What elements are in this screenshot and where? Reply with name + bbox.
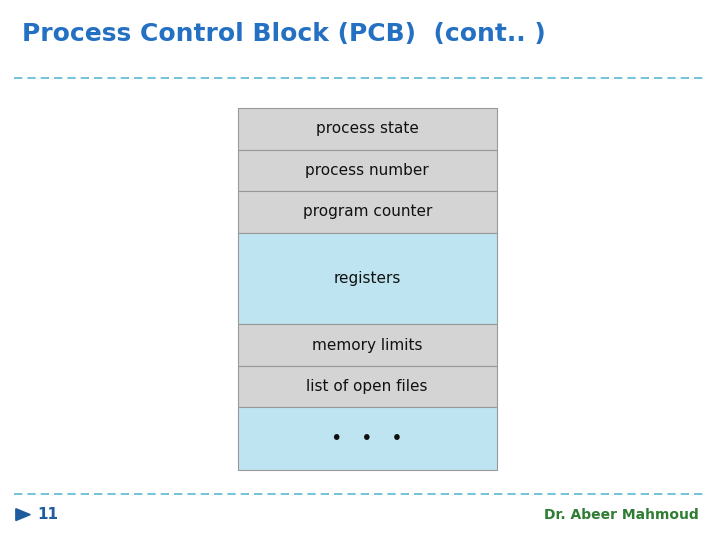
Text: process state: process state (316, 122, 418, 136)
Bar (238, 191, 497, 233)
Bar (238, 324, 497, 366)
Text: 11: 11 (37, 507, 58, 522)
Bar (238, 366, 497, 407)
Text: process number: process number (305, 163, 429, 178)
Text: registers: registers (333, 271, 401, 286)
Text: Process Control Block (PCB)  (cont.. ): Process Control Block (PCB) (cont.. ) (22, 22, 545, 45)
Text: program counter: program counter (302, 205, 432, 219)
Text: memory limits: memory limits (312, 338, 423, 353)
Bar (238, 108, 497, 150)
Text: list of open files: list of open files (307, 379, 428, 394)
Polygon shape (16, 509, 30, 521)
Text: Dr. Abeer Mahmoud: Dr. Abeer Mahmoud (544, 508, 698, 522)
Bar (238, 407, 497, 470)
Bar (238, 150, 497, 191)
Bar (238, 233, 497, 324)
Text: •   •   •: • • • (331, 429, 403, 448)
